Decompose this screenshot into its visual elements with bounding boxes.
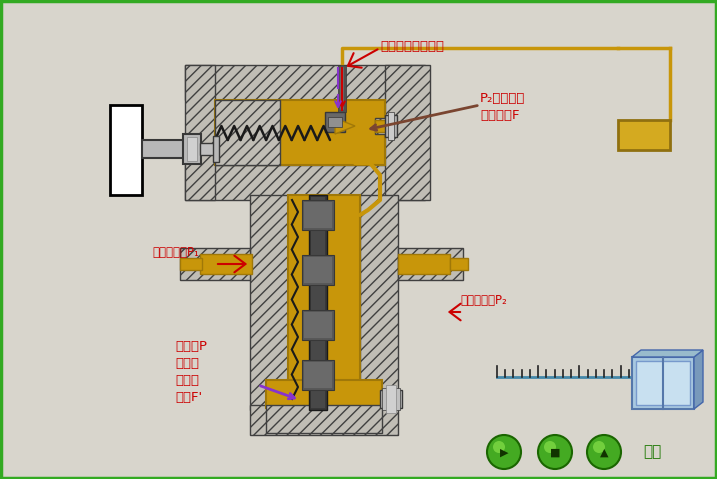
Bar [375,120,395,132]
Bar [266,405,382,433]
Bar [618,120,670,150]
Bar [382,388,400,410]
Bar [215,100,280,165]
Bar [309,195,327,410]
Bar [388,112,394,140]
Bar [110,105,142,195]
Circle shape [587,435,621,469]
Bar [375,118,395,134]
Bar [266,380,382,408]
Bar [450,258,468,270]
Bar [185,165,425,200]
Circle shape [538,435,572,469]
Text: 二次压力油P₂: 二次压力油P₂ [460,294,507,307]
Bar [360,195,398,410]
Bar [215,100,385,165]
Circle shape [487,435,521,469]
Bar [338,65,346,112]
Text: ■: ■ [550,448,560,458]
Bar [250,195,288,410]
Bar [385,65,430,200]
Bar [311,197,325,408]
Polygon shape [632,350,703,357]
Bar [304,257,332,283]
Bar [380,390,402,408]
Bar [302,360,334,390]
Bar [183,134,201,164]
Bar [180,248,250,280]
Bar [180,258,202,270]
Bar [304,362,332,388]
Text: ▲: ▲ [599,448,608,458]
Bar [185,65,215,200]
Bar [398,254,450,274]
Bar [185,65,425,100]
Text: P₂等于或大
于弹簧力F: P₂等于或大 于弹簧力F [480,92,526,122]
Bar [200,254,252,274]
Bar [340,67,344,110]
Text: 压力巪P
等于或
大于弹
簧力F': 压力巪P 等于或 大于弹 簧力F' [175,340,207,404]
Text: 由小孔溢流回油筱: 由小孔溢流回油筱 [380,39,444,53]
Bar [386,385,396,413]
Bar [288,195,360,410]
Bar [325,112,345,132]
Bar [328,117,342,127]
Bar [304,312,332,338]
Text: 返回: 返回 [643,445,661,459]
Bar [213,136,219,162]
Text: ▶: ▶ [500,448,508,458]
Polygon shape [694,350,703,409]
Bar [632,357,694,409]
Circle shape [593,441,605,453]
Text: 一次压力油P₁: 一次压力油P₁ [152,246,199,259]
Bar [304,202,332,228]
Bar [302,255,334,285]
Circle shape [544,441,556,453]
Bar [200,143,215,155]
Circle shape [493,441,505,453]
Bar [636,361,690,405]
Bar [250,405,398,435]
Bar [187,137,197,161]
Bar [385,115,397,137]
Bar [398,248,463,280]
Bar [302,200,334,230]
Bar [302,310,334,340]
Polygon shape [335,118,355,134]
Bar [142,140,187,158]
